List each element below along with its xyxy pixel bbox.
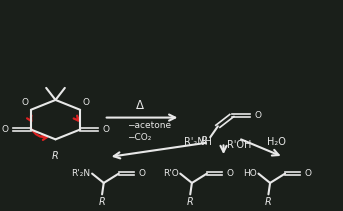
Text: −acetone: −acetone [127, 121, 171, 130]
Text: O: O [1, 125, 8, 134]
Text: R: R [201, 137, 208, 146]
Text: R'O: R'O [163, 169, 179, 178]
Text: O: O [103, 125, 110, 134]
FancyArrowPatch shape [74, 116, 78, 120]
Text: O: O [22, 98, 28, 107]
Text: H₂O: H₂O [267, 138, 286, 147]
Text: HO: HO [243, 169, 257, 178]
Text: R: R [99, 197, 105, 207]
Text: R'₂NH: R'₂NH [184, 138, 212, 147]
Text: R'OH: R'OH [227, 139, 251, 150]
Text: Δ: Δ [136, 99, 144, 112]
Text: R: R [52, 151, 59, 161]
Text: O: O [304, 169, 311, 178]
Text: R: R [187, 197, 193, 207]
Text: R: R [265, 197, 272, 207]
Text: −CO₂: −CO₂ [127, 133, 151, 142]
Text: O: O [82, 98, 90, 107]
FancyArrowPatch shape [31, 128, 47, 140]
FancyArrowPatch shape [27, 115, 32, 121]
Text: O: O [255, 111, 261, 120]
Text: O: O [226, 169, 233, 178]
Text: R'₂N: R'₂N [71, 169, 91, 178]
Text: O: O [138, 169, 145, 178]
